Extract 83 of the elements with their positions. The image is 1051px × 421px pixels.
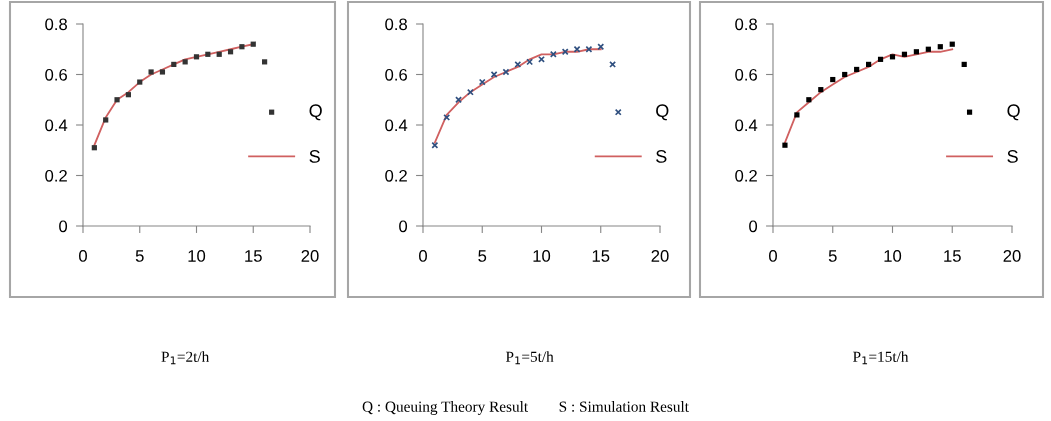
point — [137, 79, 143, 85]
point — [91, 145, 97, 151]
point — [830, 76, 836, 83]
point — [103, 117, 109, 123]
point — [889, 54, 896, 60]
y-tick-label: 0.8 — [45, 18, 67, 31]
y-tick-label: 0.2 — [385, 169, 407, 182]
x-tick-label: 0 — [769, 250, 777, 262]
y-tick-label: 0.6 — [735, 68, 757, 81]
point — [262, 59, 268, 65]
x-axis-title: P$_{1}$=5t/h — [505, 351, 554, 365]
legend-label: Q — [1007, 104, 1020, 121]
point — [478, 78, 486, 86]
point — [925, 46, 931, 52]
point — [239, 44, 245, 50]
x-tick-label: 5 — [135, 250, 144, 262]
x-tick-label: 10 — [188, 250, 206, 262]
y-tick-label: 0 — [59, 220, 68, 233]
point — [877, 56, 884, 62]
x-tick-label: 0 — [79, 250, 87, 262]
point — [842, 71, 848, 78]
x-axis-title: P$_{1}$=15t/h — [853, 351, 909, 365]
x-tick-label: 0 — [419, 250, 427, 262]
y-tick-label: 0.2 — [45, 169, 67, 182]
x-axis-title: P$_{1}$=2t/h — [161, 351, 210, 365]
point — [538, 55, 545, 63]
point — [585, 45, 593, 53]
point — [443, 113, 451, 121]
y-tick-label: 0.4 — [385, 119, 408, 132]
point — [216, 51, 222, 57]
x-tick-label: 10 — [533, 250, 551, 262]
point — [609, 60, 617, 68]
point — [782, 142, 788, 148]
point — [901, 51, 908, 57]
text: Q : Queuing Theory Result S : Simulation Result — [362, 401, 689, 415]
point — [949, 41, 955, 47]
point — [854, 66, 860, 73]
point — [937, 44, 943, 50]
point — [193, 54, 200, 60]
point — [125, 92, 131, 98]
y-tick-label: 0.4 — [45, 119, 68, 132]
point — [794, 112, 800, 118]
x-tick-label: 15 — [944, 250, 961, 262]
point — [866, 61, 872, 67]
legend-label: S — [656, 150, 667, 163]
y-tick-label: 0 — [399, 220, 408, 233]
point — [171, 61, 177, 67]
point — [205, 51, 211, 57]
y-tick-label: 0.6 — [45, 68, 67, 81]
y-tick-label: 0.2 — [735, 169, 757, 182]
point — [806, 97, 812, 103]
point — [597, 43, 605, 51]
point — [818, 87, 824, 93]
point — [961, 61, 967, 67]
x-tick-label: 15 — [245, 250, 262, 262]
y-tick-label: 0.8 — [385, 18, 407, 31]
point — [502, 68, 510, 76]
legend-label: Q — [656, 104, 669, 121]
x-tick-label: 10 — [884, 250, 902, 262]
point — [561, 48, 569, 56]
y-tick-label: 0 — [749, 220, 758, 233]
point — [159, 69, 166, 75]
y-tick-label: 0.8 — [735, 18, 757, 31]
point — [148, 69, 154, 75]
point — [250, 41, 256, 47]
y-tick-label: 0.6 — [385, 68, 407, 81]
x-tick-label: 20 — [651, 250, 669, 262]
y-tick-label: 0.4 — [735, 119, 758, 132]
x-tick-label: 20 — [1003, 250, 1021, 262]
point — [549, 50, 557, 58]
point — [114, 97, 120, 103]
point — [431, 141, 439, 149]
x-tick-label: 15 — [592, 250, 610, 262]
legend-label: S — [309, 150, 320, 163]
point — [913, 49, 919, 55]
x-tick-label: 5 — [478, 250, 487, 262]
point — [227, 49, 234, 55]
legend-label: Q — [309, 104, 322, 121]
x-tick-label: 20 — [301, 250, 319, 262]
point — [182, 59, 188, 65]
legend-label: S — [1007, 150, 1018, 163]
line-series — [433, 48, 602, 144]
x-tick-label: 5 — [828, 250, 837, 262]
